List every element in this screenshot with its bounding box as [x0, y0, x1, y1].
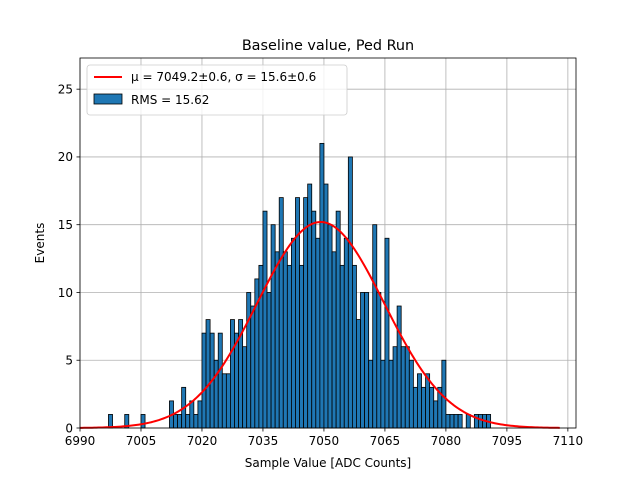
histogram-bar	[351, 264, 357, 429]
y-tick-label: 10	[58, 286, 73, 300]
legend-fit-label: μ = 7049.2±0.6, σ = 15.6±0.6	[131, 70, 316, 84]
histogram-bar	[299, 264, 305, 429]
histogram-bar	[282, 251, 288, 429]
x-tick-label: 7005	[126, 434, 157, 448]
histogram-bar	[278, 197, 284, 429]
gaussian-fit-curve	[79, 221, 560, 429]
histogram-bar	[197, 400, 203, 429]
histogram-bar	[343, 237, 349, 429]
x-tick-label: 7020	[187, 434, 218, 448]
histogram-bar	[286, 264, 292, 429]
histogram-bar	[368, 359, 374, 429]
histogram-bar	[417, 373, 422, 429]
histogram-bar	[425, 373, 431, 429]
histogram-bar	[258, 264, 264, 429]
histogram-bar	[372, 224, 378, 429]
histogram-bar	[339, 264, 345, 429]
histogram-bar	[323, 183, 329, 429]
histogram-bar	[376, 292, 382, 429]
legend-hist-swatch	[93, 93, 123, 105]
histogram-bar	[311, 210, 317, 429]
histogram-bar	[262, 210, 268, 429]
histogram-bar	[177, 414, 183, 429]
histogram-bar	[213, 359, 219, 429]
histogram-bar	[291, 237, 296, 429]
histogram-bar	[274, 251, 280, 429]
histogram-bar	[457, 414, 463, 429]
x-tick-label: 7080	[431, 434, 462, 448]
histogram-bar	[360, 292, 365, 429]
histogram-bar	[225, 373, 231, 429]
y-axis-label: Events	[33, 223, 47, 264]
histogram-bar	[246, 292, 252, 429]
histogram-bar	[230, 319, 235, 429]
histogram-bar	[108, 414, 113, 429]
histogram-bar	[388, 359, 394, 429]
histogram-bar	[205, 319, 211, 429]
histogram-bar	[234, 332, 239, 429]
histogram-bar	[242, 346, 248, 429]
x-tick-label: 7035	[248, 434, 279, 448]
histogram-bar	[364, 292, 370, 429]
histogram-bar	[429, 386, 435, 429]
x-tick-label: 7065	[370, 434, 401, 448]
histogram-bar	[201, 332, 207, 429]
y-tick-label: 5	[65, 354, 73, 368]
plot-frame	[79, 57, 577, 429]
histogram-bar	[384, 237, 390, 429]
histogram-bar	[217, 332, 223, 429]
histogram-bar	[347, 156, 353, 429]
histogram-bar	[408, 359, 414, 429]
histogram-bar	[396, 305, 402, 429]
x-tick-label: 7095	[492, 434, 523, 448]
x-tick-label: 7110	[553, 434, 584, 448]
x-axis-label: Sample Value [ADC Counts]	[245, 456, 411, 470]
y-tick-label: 25	[58, 82, 73, 96]
axis-ticks: 6990 7005 7020 7035 7050 7065 7080 7095 7110 0 5 10…	[58, 82, 583, 448]
legend: μ = 7049.2±0.6, σ = 15.6±0.6 RMS = 15.62	[86, 64, 348, 116]
histogram-bar	[421, 386, 426, 429]
histogram-bar	[412, 386, 418, 429]
histogram-bar	[335, 210, 341, 429]
histogram-bars	[108, 142, 492, 429]
histogram-bar	[193, 414, 199, 429]
histogram-bar	[453, 414, 459, 429]
y-tick-label: 15	[58, 218, 73, 232]
histogram-bar	[307, 183, 313, 429]
histogram-bar	[270, 224, 276, 429]
histogram-bar	[327, 224, 333, 429]
histogram-bar	[392, 346, 398, 429]
histogram-bar	[189, 400, 195, 429]
x-tick-label: 7050	[309, 434, 340, 448]
x-tick-label: 6990	[65, 434, 96, 448]
y-tick-label: 0	[65, 421, 73, 435]
histogram-bar	[445, 414, 451, 429]
legend-frame	[86, 64, 348, 116]
histogram-bar	[266, 292, 272, 429]
histogram-bar	[331, 251, 337, 429]
histogram-bar	[465, 414, 471, 429]
histogram-bar	[404, 346, 410, 429]
histogram-bar	[380, 359, 386, 429]
histogram-bar	[173, 414, 178, 429]
histogram-bar	[185, 414, 191, 429]
y-tick-label: 20	[58, 150, 73, 164]
histogram-bar	[221, 373, 227, 429]
histogram-bar	[433, 400, 439, 429]
histogram-bar	[449, 414, 455, 429]
histogram-bar	[140, 414, 146, 429]
histogram-bar	[356, 319, 361, 429]
chart-title: Baseline value, Ped Run	[242, 38, 414, 54]
histogram-bar	[400, 346, 406, 429]
histogram-bar	[250, 305, 256, 429]
histogram-bar	[303, 197, 309, 429]
histogram-bar	[478, 414, 483, 429]
legend-hist-label: RMS = 15.62	[131, 93, 209, 107]
histogram-bar	[315, 237, 321, 429]
histogram-bar	[295, 197, 300, 429]
histogram-bar	[319, 142, 325, 429]
